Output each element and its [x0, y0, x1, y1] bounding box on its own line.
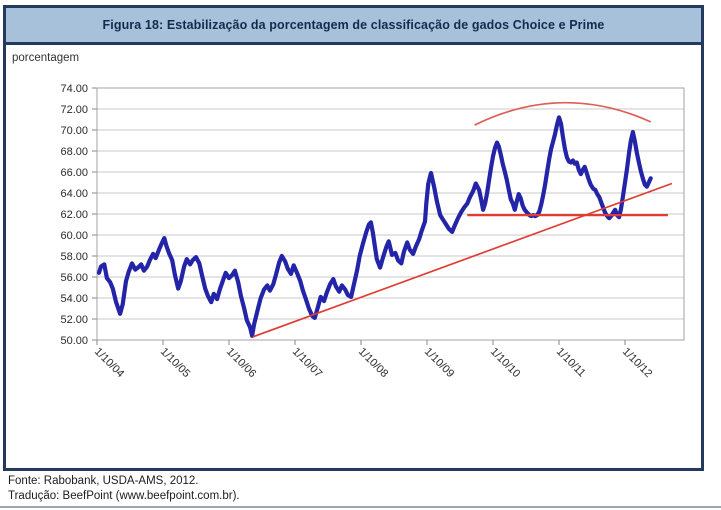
peak-arc: [474, 101, 651, 126]
x-tick-label: 1/10/07: [290, 346, 324, 380]
figure-title-bar: Figura 18: Estabilização da porcentagem …: [6, 8, 701, 45]
y-tick-label: 58.00: [60, 251, 88, 263]
source-text: Fonte: Rabobank, USDA-AMS, 2012.: [8, 475, 199, 487]
y-tick-label: 60.00: [60, 230, 88, 242]
figure-title: Figura 18: Estabilização da porcentagem …: [102, 18, 605, 32]
figure-frame: Figura 18: Estabilização da porcentagem …: [3, 5, 704, 471]
x-tick-label: 1/10/06: [224, 346, 258, 380]
x-tick-label: 1/10/08: [356, 346, 390, 380]
plot-frame: [96, 87, 685, 341]
y-tick-label: 50.00: [60, 335, 88, 347]
y-tick-label: 54.00: [60, 293, 88, 305]
y-tick-label: 56.00: [60, 272, 88, 284]
x-tick-label: 1/10/09: [422, 346, 456, 380]
y-tick-label: 66.00: [60, 167, 88, 179]
data-line: [96, 115, 653, 338]
y-tick-label: 62.00: [60, 209, 88, 221]
translation-text: Tradução: BeefPoint (www.beefpoint.com.b…: [8, 490, 240, 502]
y-tick-label: 52.00: [60, 314, 88, 326]
x-tick-label: 1/10/11: [554, 346, 588, 380]
x-tick-label: 1/10/10: [488, 346, 522, 380]
y-tick-label: 68.00: [60, 146, 88, 158]
bottom-divider: [0, 506, 721, 508]
x-tick-label: 1/10/04: [92, 346, 126, 380]
y-tick-label: 74.00: [60, 83, 88, 95]
y-tick-label: 70.00: [60, 125, 88, 137]
trend-line: [252, 182, 673, 338]
x-tick-label: 1/10/12: [620, 346, 654, 380]
y-axis-title: porcentagem: [12, 52, 80, 64]
y-tick-label: 72.00: [60, 104, 88, 116]
y-tick-label: 64.00: [60, 188, 88, 200]
x-tick-label: 1/10/05: [158, 346, 192, 380]
